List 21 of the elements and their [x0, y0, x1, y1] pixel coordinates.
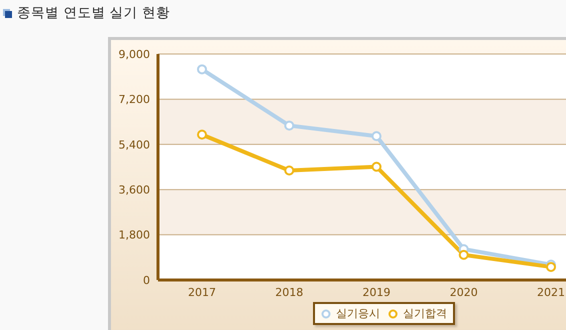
point	[372, 162, 382, 172]
y-tick-label: 5,400	[118, 138, 150, 152]
point	[197, 64, 207, 74]
x-tick-label: 2018	[275, 286, 304, 299]
x-tick-label: 2019	[362, 286, 390, 299]
x-tick-label: 2017	[188, 286, 216, 299]
x-tick-label: 2021	[537, 286, 565, 299]
point	[458, 250, 469, 260]
y-tick-label: 1,800	[118, 228, 150, 242]
x-tick-label: 2020	[450, 286, 478, 299]
y-tick-label: 0	[143, 274, 150, 287]
y-tick-label: 3,600	[118, 184, 150, 197]
legend-label: 실기응시	[336, 306, 380, 321]
point	[197, 130, 207, 140]
y-tick-label: 9,000	[118, 48, 150, 61]
legend-label: 실기합격	[403, 306, 447, 321]
point	[284, 120, 294, 131]
chart-title: 종목별 연도별 실기 현황	[17, 4, 170, 22]
point	[372, 131, 382, 142]
y-tick-label: 7,200	[118, 93, 150, 106]
point	[284, 166, 294, 176]
